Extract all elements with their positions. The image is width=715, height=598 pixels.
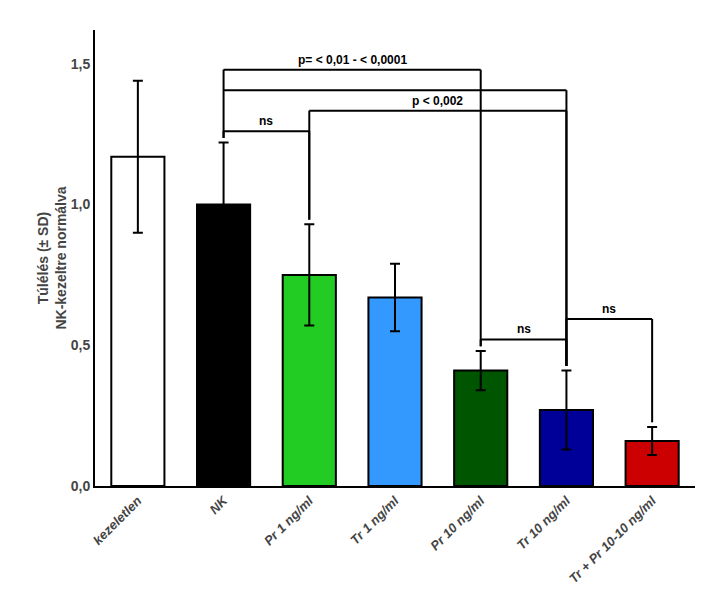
svg-text:p= < 0,01 - < 0,0001: p= < 0,01 - < 0,0001: [298, 53, 407, 67]
svg-text:0,5: 0,5: [71, 337, 91, 353]
svg-text:1,5: 1,5: [71, 56, 91, 72]
svg-text:Pr 1 ng/ml: Pr 1 ng/ml: [261, 493, 316, 548]
svg-text:Tr + Pr 10-10 ng/ml: Tr + Pr 10-10 ng/ml: [566, 493, 659, 586]
svg-text:ns: ns: [517, 322, 531, 336]
svg-text:Túlélés (± SD)NK-kezeltre norm: Túlélés (± SD)NK-kezeltre normálva: [35, 186, 69, 329]
svg-text:Tr 10 ng/ml: Tr 10 ng/ml: [514, 493, 574, 553]
svg-text:0,0: 0,0: [71, 478, 91, 494]
svg-text:Pr 10 ng/ml: Pr 10 ng/ml: [427, 493, 487, 553]
svg-text:NK: NK: [206, 492, 231, 517]
svg-text:p < 0,002: p < 0,002: [412, 94, 463, 108]
svg-text:ns: ns: [602, 302, 616, 316]
svg-text:ns: ns: [259, 114, 273, 128]
svg-text:kezeletlen: kezeletlen: [90, 493, 145, 548]
svg-text:1,0: 1,0: [71, 196, 91, 212]
svg-text:Tr 1 ng/ml: Tr 1 ng/ml: [347, 493, 402, 548]
